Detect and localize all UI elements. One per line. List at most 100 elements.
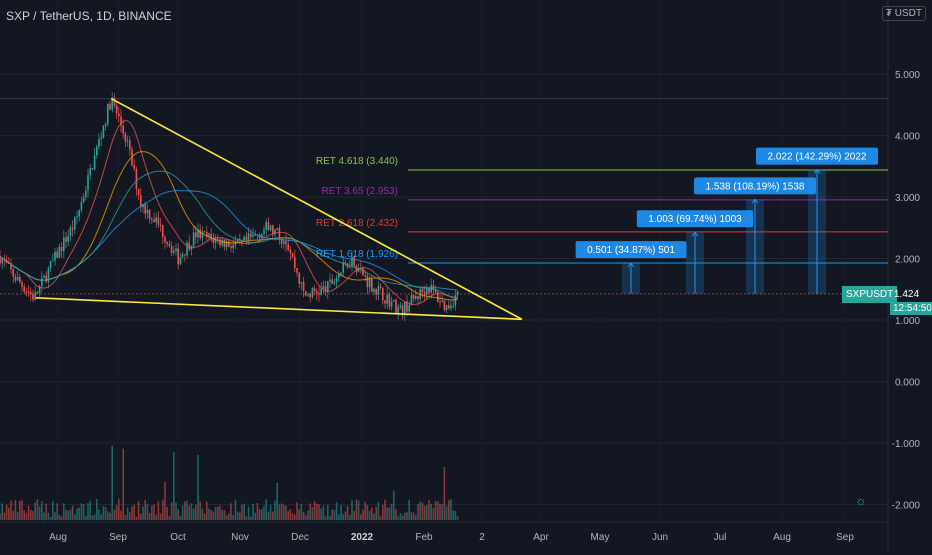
candle-body [272,225,274,235]
volume-bar [223,510,226,520]
fib-level-label: RET 3.65 (2.953) [321,186,398,197]
target-arrow-head [813,168,821,174]
y-tick-label: 3.000 [895,193,920,204]
candle-body [208,233,210,237]
candle-body [265,222,267,230]
volume-bar [384,499,386,520]
candle-body [274,229,276,235]
candle-body [155,217,157,223]
candle-body [245,236,248,240]
candle-body [263,229,265,234]
volume-bar [258,509,261,520]
candle-body [349,266,351,268]
price-tag: SXPUSDT 1.424 [842,286,919,303]
candle-body [287,244,289,250]
candle-body [8,262,10,264]
volume-bar [426,505,428,520]
volume-bar [335,502,338,520]
volume-bar [250,516,252,520]
volume-bar [71,505,74,520]
candle-body [184,254,186,256]
volume-bar [331,509,333,520]
volume-bar [188,505,190,520]
volume-bar [34,502,36,520]
volume-bar [122,448,124,520]
candle-body [87,175,89,191]
volume-bar [93,514,96,520]
candle-body [133,165,135,169]
candle-body [32,294,34,300]
price-countdown: 12:54:50 [890,302,932,315]
volume-bar [254,512,256,520]
volume-bar [443,467,446,520]
candle-body [52,260,54,262]
candle-body [197,229,199,238]
candle-body [236,239,239,243]
volume-bar [305,515,307,520]
volume-bar [432,507,435,520]
candle-body [395,299,397,314]
candle-body [340,272,342,275]
volume-bar [14,500,17,520]
candle-body [382,287,384,301]
candle-body [373,288,375,292]
volume-bar [135,516,138,520]
candle-body [353,256,355,266]
candle-body [118,113,120,117]
currency-badge[interactable]: ₮ USDT [881,6,926,21]
candle-body [386,294,388,304]
candle-body [219,239,221,246]
candle-body [10,263,12,270]
volume-bar [289,508,292,520]
volume-bar [137,500,140,520]
volume-bar [8,507,10,520]
volume-bar [76,508,78,520]
volume-bar [115,505,118,520]
candle-body [426,287,428,295]
volume-bar [393,490,395,520]
volume-bar [168,516,171,520]
target-label-box [575,241,687,259]
candle-body [322,286,325,289]
target-label: 0.501 (34.87%) 501 [587,245,675,256]
candle-body [417,295,419,299]
volume-bar [221,509,223,520]
candle-body [364,275,366,277]
x-tick-label: Aug [773,532,791,543]
candle-body [368,278,371,288]
fib-level-label: RET 2.618 (2.432) [316,218,398,229]
candle-body [107,103,109,124]
x-tick-label: Jul [714,532,727,543]
settings-icon[interactable]: ☼ [855,493,867,508]
candle-body [267,222,270,231]
candle-body [140,194,142,208]
candle-body [324,286,327,293]
candle-body [261,233,263,239]
volume-bar [27,505,30,520]
candle-body [210,233,212,239]
candle-body [338,274,340,278]
currency-symbol: ₮ [885,8,892,19]
candle-body [82,197,85,203]
volume-bar [228,513,230,520]
candle-body [122,125,124,134]
candle-body [58,247,61,258]
volume-bar [285,505,287,520]
volume-bar [197,454,199,520]
volume-bar [300,504,303,520]
volume-bar [212,511,215,520]
wedge-upper-line [110,97,523,321]
candle-body [307,294,309,296]
volume-bar [401,515,404,520]
volume-bar [441,503,443,520]
volume-bar [351,500,353,520]
volume-bar [192,508,195,520]
candle-body [443,300,446,310]
volume-bar [3,512,6,520]
candle-body [23,286,25,292]
candle-body [104,123,107,126]
candle-body [100,137,102,140]
candle-body [250,233,252,237]
